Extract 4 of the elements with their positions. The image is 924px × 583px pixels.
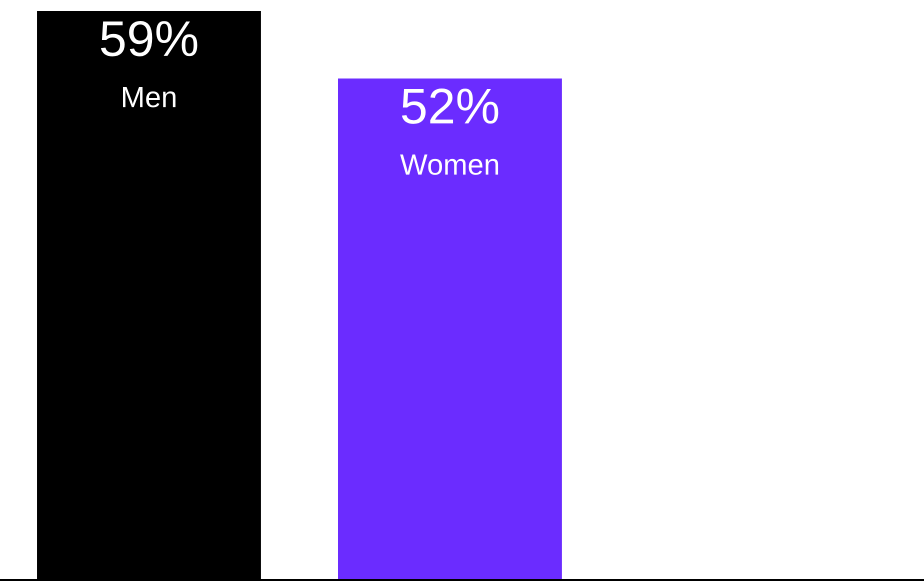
data-label: 52% — [402, 88, 498, 124]
x-tick-label: Women — [400, 154, 498, 175]
data-label: 59% — [100, 20, 198, 56]
x-tick-label: Men — [123, 87, 176, 108]
